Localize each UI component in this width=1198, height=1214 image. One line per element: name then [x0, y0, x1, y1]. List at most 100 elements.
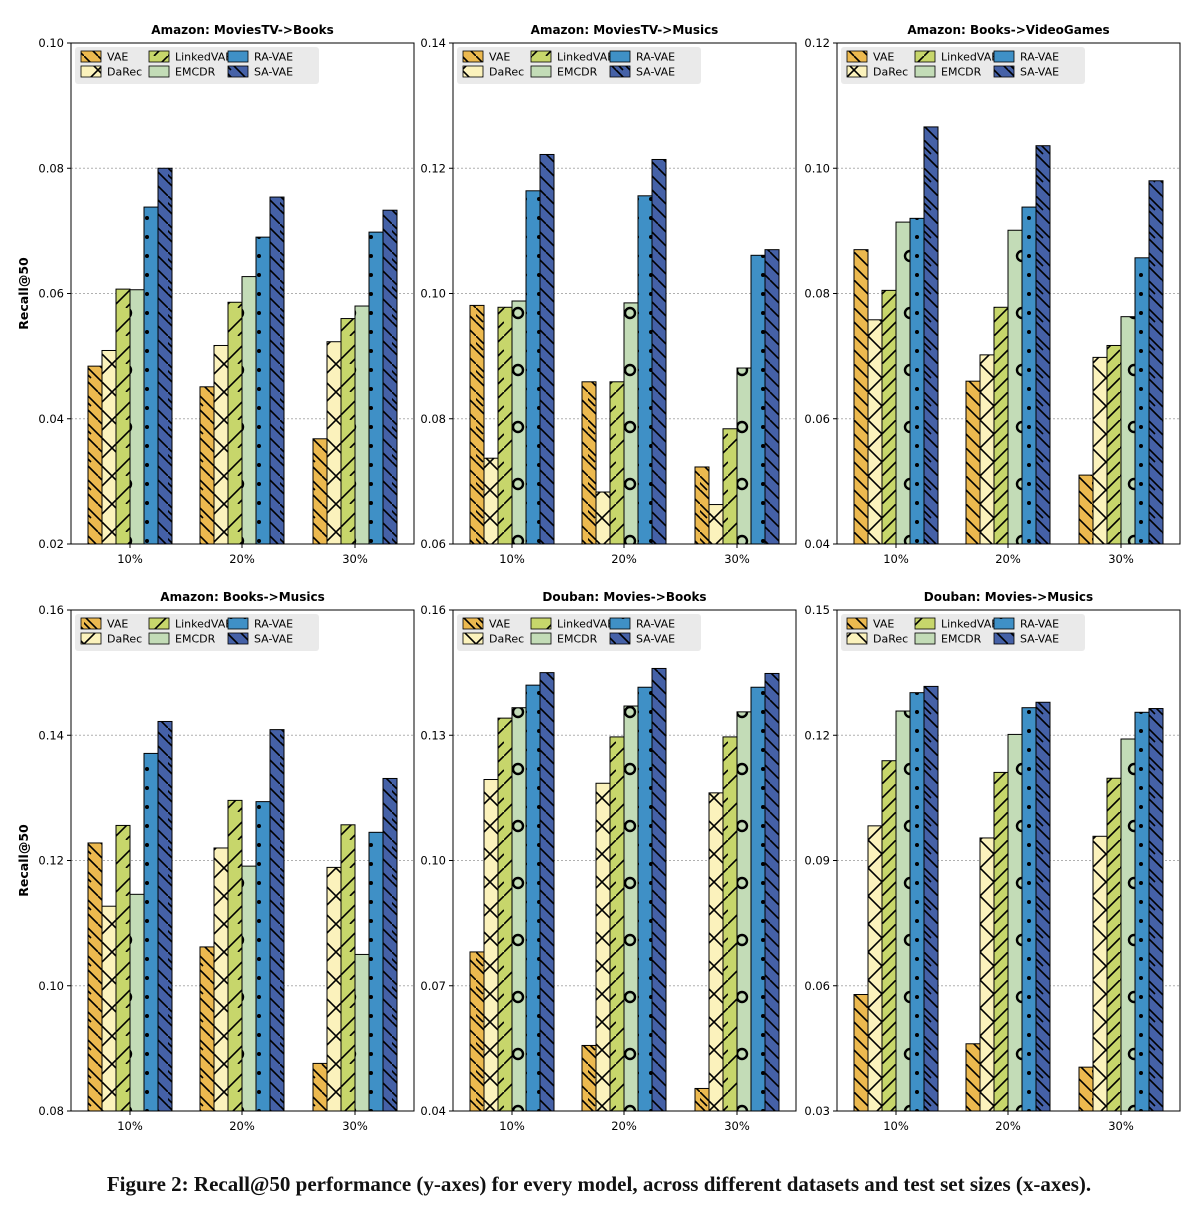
legend-sa-vae-label: SA-VAE [1020, 66, 1059, 79]
legend-sa-vae-label: SA-VAE [636, 66, 675, 79]
panel-amazon-moviestv-musics: Amazon: MoviesTV->Musics 0.06 0.08 0.10 0.12… [420, 23, 797, 566]
bar-darec-10-hatch [867, 825, 883, 1111]
legend-emcdr-label: EMCDR [175, 633, 216, 646]
x-tick-label: 20% [995, 1119, 1021, 1133]
y-tick-label: 0.07 [420, 979, 446, 993]
x-tick-label: 10% [117, 1119, 143, 1133]
bar-emcdr-10-hatch [895, 710, 911, 1111]
bar-darec-30-hatch [326, 866, 342, 1111]
legend-sa-vae-swatch-hatch [609, 632, 631, 645]
legend-ra-vae-label: RA-VAE [636, 618, 675, 631]
legend-darec-swatch-hatch [846, 632, 868, 645]
y-tick-label: 0.16 [420, 603, 446, 617]
y-tick-label: 0.08 [420, 412, 446, 426]
bar-vae-20-hatch [581, 381, 597, 544]
legend: VAE DaRec LinkedVAEs EMCDR RA-VAE SA-VAE [75, 614, 319, 651]
y-tick-label: 0.04 [804, 537, 830, 551]
x-tick-label: 30% [1108, 1119, 1134, 1133]
bar-vae-20-hatch [199, 946, 215, 1111]
bar-vae-30-hatch [694, 1087, 710, 1111]
legend: VAE DaRec LinkedVAEs EMCDR RA-VAE SA-VAE [841, 614, 1085, 651]
bar-emcdr-20-hatch [241, 276, 257, 544]
legend-emcdr-swatch-hatch [148, 632, 170, 645]
bar-emcdr-30-hatch [1120, 316, 1136, 544]
y-tick-label: 0.14 [420, 36, 446, 50]
bar-vae-30-hatch [312, 438, 328, 544]
legend-vae-swatch-hatch [462, 50, 484, 63]
legend-box [75, 47, 319, 84]
legend-ra-vae-swatch-hatch [227, 617, 249, 630]
legend-box [841, 614, 1085, 651]
y-tick-label: 0.12 [420, 161, 446, 175]
bar-vae-10-hatch [853, 249, 869, 544]
legend-linkedvaes-label: LinkedVAEs [175, 51, 238, 64]
legend-darec-label: DaRec [107, 633, 142, 646]
bars [469, 153, 780, 544]
legend-emcdr-swatch-hatch [148, 65, 170, 78]
panel-amazon-moviestv-books: Amazon: MoviesTV->Books 0.02 0.04 0.06 0.08 0… [16, 23, 415, 566]
legend-emcdr-label: EMCDR [941, 66, 982, 79]
y-tick-label: 0.12 [804, 36, 830, 50]
legend-emcdr-swatch-hatch [914, 65, 936, 78]
legend-vae-label: VAE [107, 51, 128, 64]
x-tick-label: 30% [342, 552, 368, 566]
bar-emcdr-30-hatch [736, 367, 752, 544]
bar-emcdr-10-hatch [511, 707, 527, 1111]
bar-sa-vae-10-hatch [539, 153, 555, 544]
y-axis-label: Recall@50 [16, 824, 31, 897]
legend-darec-label: DaRec [873, 66, 908, 79]
y-tick-label: 0.10 [38, 979, 64, 993]
x-tick-label: 10% [883, 552, 909, 566]
legend-emcdr-label: EMCDR [557, 66, 598, 79]
bar-darec-20-hatch [213, 847, 229, 1111]
legend-sa-vae-swatch-hatch [993, 632, 1015, 645]
bar-emcdr-20-hatch [241, 865, 257, 1111]
bar-sa-vae-30-hatch [382, 209, 398, 544]
bar-vae-30-hatch [1078, 474, 1094, 544]
x-tick-label: 30% [1108, 552, 1134, 566]
x-tick-label: 10% [883, 1119, 909, 1133]
bars [87, 167, 398, 544]
chart-title: Douban: Movies->Books [542, 590, 706, 604]
x-tick-label: 20% [611, 552, 637, 566]
legend-linkedvaes-swatch-hatch [914, 50, 936, 63]
legend-ra-vae-label: RA-VAE [1020, 51, 1059, 64]
bar-vae-10-hatch [469, 951, 485, 1111]
bar-linkedvaes-20-hatch [993, 306, 1009, 544]
y-tick-label: 0.10 [804, 161, 830, 175]
bar-linkedvaes-20-hatch [227, 799, 243, 1111]
legend-vae-swatch-hatch [462, 617, 484, 630]
axes-frame [70, 609, 415, 1112]
bar-emcdr-30-hatch [354, 305, 370, 544]
legend-sa-vae-label: SA-VAE [254, 66, 293, 79]
bar-vae-30-hatch [694, 466, 710, 544]
legend-vae-swatch-hatch [846, 617, 868, 630]
legend-box [457, 614, 701, 651]
legend-ra-vae-swatch-hatch [993, 50, 1015, 63]
legend-vae-swatch-hatch [80, 50, 102, 63]
y-tick-label: 0.12 [804, 728, 830, 742]
y-tick-label: 0.06 [804, 412, 830, 426]
legend-linkedvaes-swatch-hatch [530, 617, 552, 630]
chart-title: Amazon: Books->Musics [160, 590, 324, 604]
bar-sa-vae-20-hatch [269, 196, 285, 544]
x-tick-label: 10% [499, 552, 525, 566]
bar-darec-20-hatch [595, 491, 611, 544]
x-tick-label: 10% [117, 552, 143, 566]
legend-linkedvaes-swatch-hatch [148, 617, 170, 630]
bar-sa-vae-20-hatch [1035, 145, 1051, 544]
axes-frame [836, 609, 1181, 1112]
x-tick-label: 30% [724, 552, 750, 566]
bar-linkedvaes-20-hatch [609, 736, 625, 1111]
bar-emcdr-10-hatch [895, 221, 911, 544]
legend-emcdr-label: EMCDR [941, 633, 982, 646]
legend-box [841, 47, 1085, 84]
bar-linkedvaes-20-hatch [609, 381, 625, 544]
legend-linkedvaes-swatch-hatch [914, 617, 936, 630]
y-tick-label: 0.08 [804, 287, 830, 301]
bar-darec-30-hatch [1092, 356, 1108, 544]
legend-ra-vae-label: RA-VAE [254, 51, 293, 64]
y-tick-label: 0.09 [804, 854, 830, 868]
legend: VAE DaRec LinkedVAEs EMCDR RA-VAE SA-VAE [75, 47, 319, 84]
legend: VAE DaRec LinkedVAEs EMCDR RA-VAE SA-VAE [841, 47, 1085, 84]
